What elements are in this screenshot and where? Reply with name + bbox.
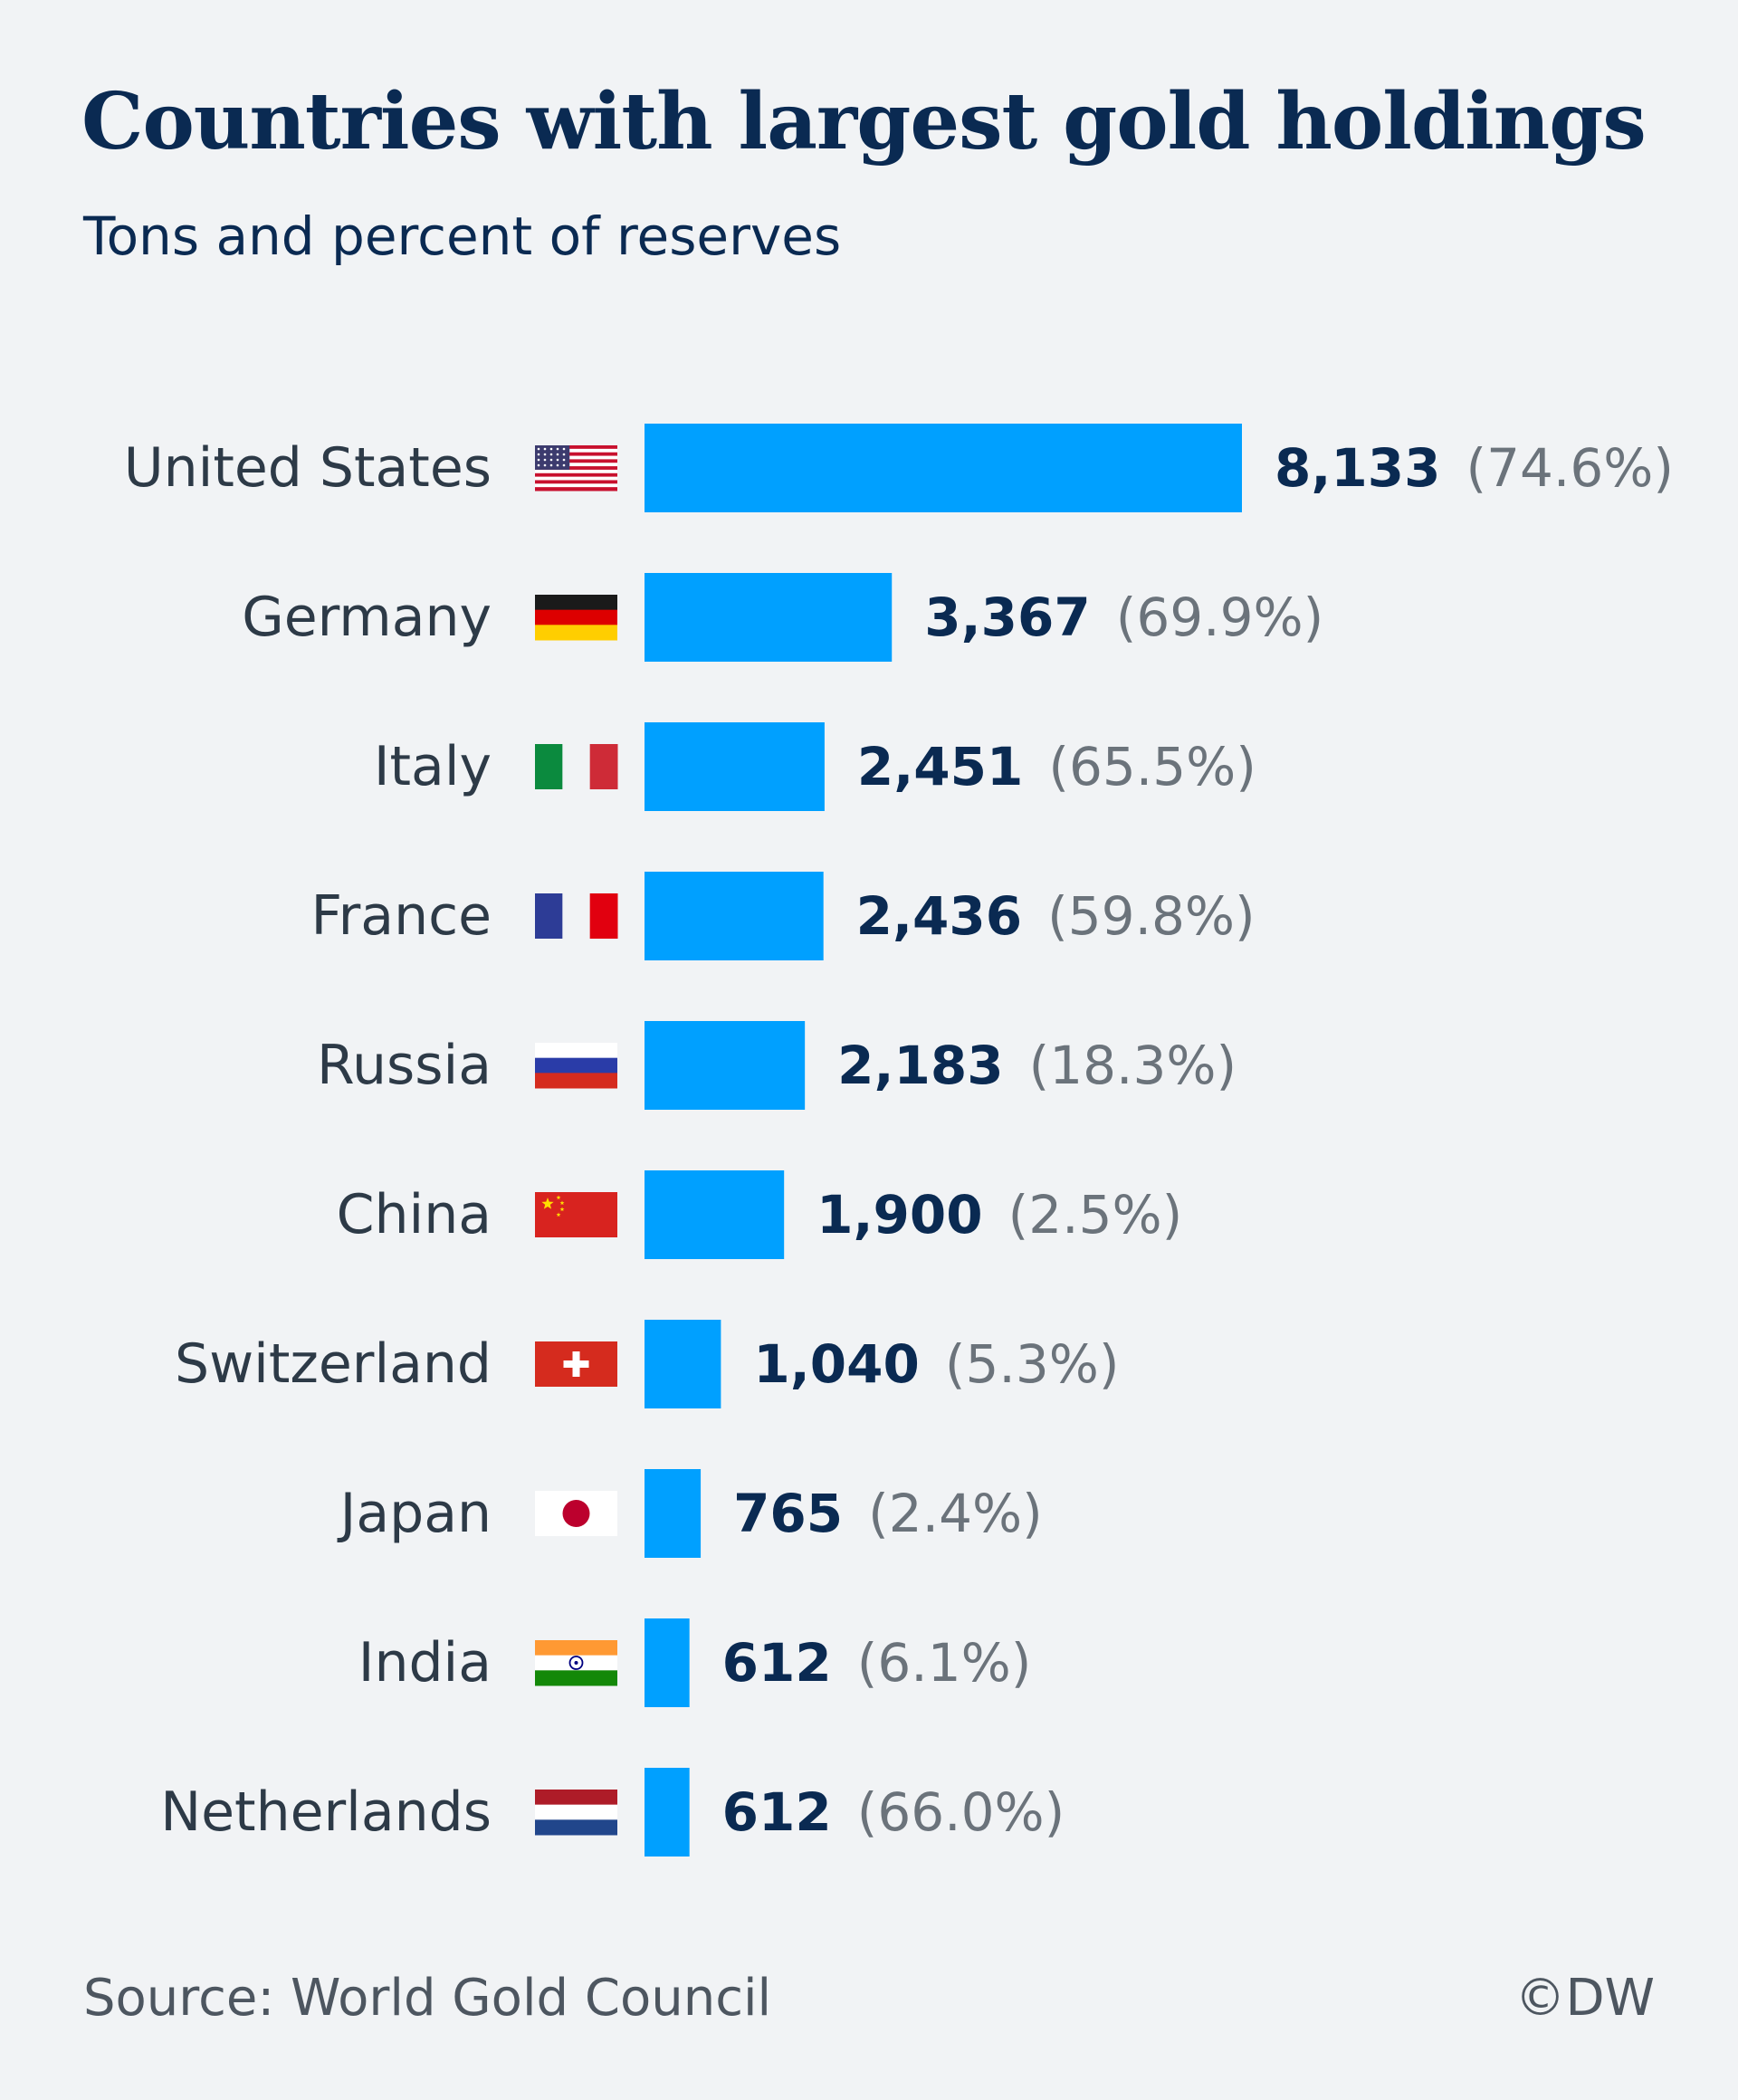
switzerland-flag-icon (535, 1341, 617, 1387)
chart-subtitle: Tons and percent of reserves (83, 205, 842, 267)
japan-flag-icon (535, 1491, 617, 1536)
bar-india (645, 1618, 690, 1707)
value-label-france: 2,436 (59.8%) (856, 885, 1256, 947)
country-label-germany: Germany (242, 586, 492, 649)
value-label-germany: 3,367 (69.9%) (924, 587, 1323, 648)
germany-flag-icon (535, 595, 617, 641)
russia-flag-icon (535, 1043, 617, 1089)
chart-title: Countries with largest gold holdings (81, 76, 1647, 167)
value-label-china: 1,900 (2.5%) (816, 1184, 1182, 1246)
country-label-china: China (337, 1183, 492, 1246)
bar-united-states (645, 424, 1242, 512)
bar-japan (645, 1469, 702, 1558)
country-label-japan: Japan (337, 1482, 492, 1545)
country-label-france: France (310, 884, 492, 948)
value-label-japan: 765 (2.4%) (733, 1483, 1043, 1544)
bar-netherlands (645, 1768, 690, 1857)
france-flag-icon (535, 893, 618, 939)
country-label-italy: Italy (374, 735, 492, 798)
bar-china (645, 1170, 785, 1259)
source-note: Source: World Gold Council (83, 1969, 772, 2028)
country-label-switzerland: Switzerland (175, 1332, 492, 1396)
us-flag-icon (535, 445, 617, 492)
country-label-netherlands: Netherlands (160, 1780, 492, 1844)
value-label-india: 612 (6.1%) (722, 1632, 1032, 1694)
bar-switzerland (645, 1320, 721, 1408)
india-flag-icon (535, 1640, 617, 1686)
country-label-india: India (358, 1631, 492, 1694)
bar-france (645, 872, 824, 960)
value-label-russia: 2,183 (18.3%) (837, 1035, 1237, 1096)
country-label-united-states: United States (124, 436, 492, 500)
value-label-switzerland: 1,040 (5.3%) (753, 1333, 1119, 1395)
bar-germany (645, 573, 893, 662)
china-flag-icon (535, 1192, 617, 1237)
country-label-russia: Russia (317, 1034, 492, 1097)
netherlands-flag-icon (535, 1790, 617, 1836)
value-label-italy: 2,451 (65.5%) (857, 736, 1256, 797)
value-label-netherlands: 612 (66.0%) (722, 1781, 1065, 1843)
bar-russia (645, 1021, 806, 1110)
italy-flag-icon (535, 744, 618, 789)
credit-label: ©DW (1514, 1969, 1656, 2028)
bar-italy (645, 722, 825, 811)
value-label-united-states: 8,133 (74.6%) (1275, 437, 1674, 499)
